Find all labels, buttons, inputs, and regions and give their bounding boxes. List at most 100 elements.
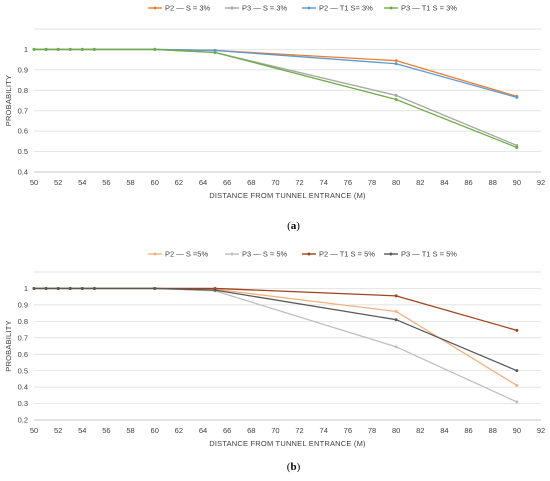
legend-entry: P2 — S = 3% — [148, 4, 211, 13]
x-tick-label: 80 — [392, 178, 400, 187]
data-point — [153, 286, 157, 290]
x-tick-label: 82 — [416, 426, 424, 435]
legend-marker — [389, 252, 393, 256]
x-tick-label: 88 — [489, 178, 497, 187]
x-tick-label: 80 — [392, 426, 400, 435]
x-tick-label: 88 — [489, 426, 497, 435]
legend-entry: P3 — T1 S = 3% — [384, 4, 457, 13]
y-tick-label: 0.9 — [18, 65, 28, 74]
data-point — [56, 47, 60, 51]
x-tick-label: 84 — [440, 426, 448, 435]
data-point — [394, 309, 398, 313]
y-tick-label: 0.6 — [18, 127, 28, 136]
data-point — [394, 294, 398, 298]
data-point — [80, 47, 84, 51]
x-tick-label: 60 — [151, 426, 159, 435]
legend-label: P2 — T1 S= 3% — [319, 4, 373, 13]
chart-b: 0.2 0.3 0.4 0.5 0.6 0.7 0.8 0.9 1 50 52 54 56 58 60 62 6… — [4, 250, 545, 473]
x-tick-label: 52 — [54, 426, 62, 435]
y-tick-label: 1 — [24, 45, 28, 54]
x-tick-label: 84 — [440, 178, 448, 187]
y-tick-label: 0.5 — [18, 147, 28, 156]
series-line — [34, 287, 518, 372]
data-point — [394, 59, 398, 63]
legend-marker — [389, 6, 393, 10]
y-axis-label: PROBABILITY — [4, 320, 13, 371]
legend-entry: P2 — T1 S= 3% — [302, 4, 373, 13]
y-tick-label: 0.8 — [18, 86, 28, 95]
series-line — [34, 287, 518, 403]
y-tick-label: 0.4 — [18, 383, 28, 392]
x-tick-label: 86 — [464, 178, 472, 187]
data-point — [80, 286, 84, 290]
legend-marker — [307, 6, 311, 10]
data-point — [394, 93, 398, 97]
legend-entry: P2 — T1 S = 5% — [302, 250, 375, 259]
legend-entry: P3 — T1 S = 5% — [384, 250, 457, 259]
x-tick-label: 66 — [223, 426, 231, 435]
data-point — [394, 62, 398, 66]
figure-caption: (a) — [287, 220, 300, 232]
x-tick-labels: 50 52 54 56 58 60 62 64 66 68 70 72 74 76 78 80 82 84 86 88… — [30, 178, 545, 187]
legend-label: P2 — S = 3% — [165, 4, 211, 13]
x-tick-label: 68 — [247, 426, 255, 435]
data-point — [92, 286, 96, 290]
chart-a: 0.4 0.5 0.6 0.7 0.8 0.9 1 50 52 54 56 58 60 62 64 66 68 7… — [4, 4, 545, 232]
x-tick-label: 92 — [537, 426, 545, 435]
data-point — [515, 95, 519, 99]
x-tick-label: 72 — [295, 426, 303, 435]
x-tick-label: 78 — [368, 178, 376, 187]
x-tick-label: 52 — [54, 178, 62, 187]
legend-marker — [153, 6, 157, 10]
x-tick-label: 54 — [78, 178, 86, 187]
y-tick-label: 0.9 — [18, 300, 28, 309]
x-tick-label: 54 — [78, 426, 86, 435]
x-tick-label: 50 — [30, 426, 38, 435]
x-tick-label: 62 — [175, 426, 183, 435]
y-tick-label: 0.7 — [18, 106, 28, 115]
x-tick-label: 86 — [464, 426, 472, 435]
x-tick-label: 72 — [295, 178, 303, 187]
data-point — [515, 383, 519, 387]
data-point — [394, 345, 398, 349]
legend-marker — [307, 252, 311, 256]
legend-label: P3 — S = 5% — [242, 250, 288, 259]
data-point — [44, 47, 48, 51]
x-tick-label: 66 — [223, 178, 231, 187]
legend-entry: P3 — S = 3% — [225, 4, 288, 13]
data-point — [68, 47, 72, 51]
x-tick-label: 58 — [126, 178, 134, 187]
series-2 — [32, 47, 519, 147]
legend-label: P2 — S =5% — [165, 250, 208, 259]
x-tick-label: 70 — [271, 178, 279, 187]
figure-caption: (b) — [287, 461, 301, 473]
x-axis-label: DISTANCE FROM TUNNEL ENTRANCE (M) — [209, 191, 366, 200]
series-4 — [32, 47, 519, 149]
series-4 — [32, 286, 519, 373]
x-tick-label: 64 — [199, 426, 207, 435]
x-tick-label: 56 — [102, 178, 110, 187]
x-tick-label: 82 — [416, 178, 424, 187]
data-point — [515, 400, 519, 404]
data-point — [153, 47, 157, 51]
legend-marker — [230, 6, 234, 10]
x-tick-labels: 50 52 54 56 58 60 62 64 66 68 70 72 74 76 78 80 82 84 86 88… — [30, 426, 545, 435]
series-line — [34, 48, 518, 149]
series-2 — [32, 286, 519, 404]
legend-label: P3 — S = 3% — [242, 4, 288, 13]
y-tick-labels: 0.2 0.3 0.4 0.5 0.6 0.7 0.8 0.9 1 — [18, 284, 28, 425]
data-point — [515, 369, 519, 373]
legend-entry: P2 — S =5% — [148, 250, 208, 259]
x-tick-label: 58 — [126, 426, 134, 435]
legend-marker — [230, 252, 234, 256]
data-point — [515, 145, 519, 149]
y-tick-labels: 0.4 0.5 0.6 0.7 0.8 0.9 1 — [18, 45, 28, 177]
legend-marker — [153, 252, 157, 256]
x-tick-label: 74 — [320, 178, 328, 187]
y-tick-label: 0.2 — [18, 416, 28, 425]
data-point — [92, 47, 96, 51]
data-point — [394, 318, 398, 322]
x-tick-label: 76 — [344, 178, 352, 187]
y-tick-label: 0.5 — [18, 366, 28, 375]
